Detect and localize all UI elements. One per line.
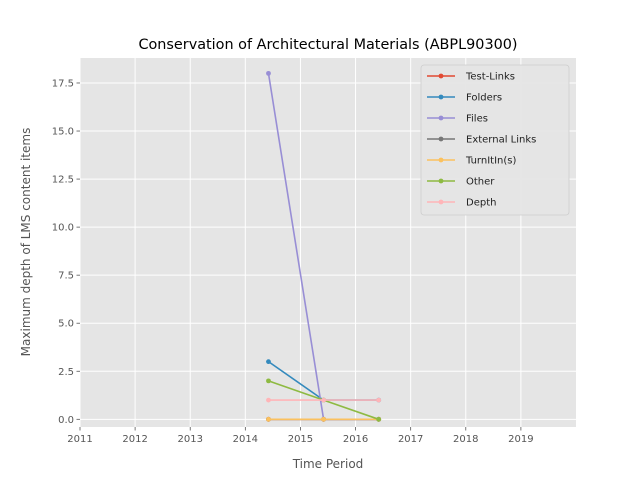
y-axis-label: Maximum depth of LMS content items — [19, 128, 33, 357]
legend-swatch-marker — [438, 136, 444, 142]
data-point — [376, 397, 382, 403]
legend-item: Depth — [427, 198, 496, 209]
x-tick-label: 2013 — [177, 434, 202, 445]
y-tick-label: 0.0 — [58, 415, 74, 426]
data-point — [376, 416, 382, 422]
chart-title: Conservation of Architectural Materials … — [138, 37, 517, 53]
legend-label: Depth — [466, 198, 496, 209]
legend-label: Files — [466, 114, 488, 125]
x-tick-label: 2015 — [288, 434, 313, 445]
legend-item: Folders — [427, 93, 502, 104]
legend-label: External Links — [466, 135, 536, 146]
x-tick-label: 2018 — [453, 434, 478, 445]
legend-item: Other — [427, 177, 495, 188]
x-tick-label: 2017 — [398, 434, 423, 445]
legend-swatch-marker — [438, 73, 444, 79]
x-tick-label: 2011 — [67, 434, 92, 445]
series-depth — [266, 397, 382, 403]
data-point — [321, 416, 326, 422]
data-point — [266, 397, 271, 403]
x-tick-label: 2019 — [508, 434, 533, 445]
x-tick-label: 2016 — [343, 434, 368, 445]
legend-box — [420, 64, 570, 216]
y-tick-label: 12.5 — [52, 175, 74, 186]
legend-item: Test-Links — [427, 72, 515, 83]
y-tick-label: 15.0 — [52, 127, 74, 138]
data-point — [266, 359, 271, 365]
legend-label: Folders — [466, 93, 502, 104]
x-axis-ticks: 2011 2012 2013 2014 2015 2016 2017 2018 2019 — [67, 427, 534, 445]
legend-label: Other — [466, 177, 495, 188]
y-tick-label: 7.5 — [58, 271, 74, 282]
data-point — [266, 70, 271, 76]
legend-swatch-marker — [438, 94, 444, 100]
y-tick-label: 5.0 — [58, 319, 74, 330]
legend-swatch-marker — [438, 157, 444, 163]
legend-label: Test-Links — [465, 72, 515, 83]
legend-swatch-marker — [438, 178, 444, 184]
legend-item: External Links — [427, 135, 536, 146]
x-tick-label: 2014 — [233, 434, 258, 445]
legend-label: TurnItIn(s) — [465, 156, 516, 167]
y-tick-label: 17.5 — [52, 78, 74, 89]
x-axis-label: Time Period — [292, 457, 364, 471]
data-point — [321, 397, 326, 403]
legend-item: Files — [427, 114, 488, 125]
legend-swatch-marker — [438, 115, 444, 121]
y-tick-label: 2.5 — [58, 367, 74, 378]
data-point — [266, 378, 271, 384]
legend: Test-Links Folders Files External Links Turn… — [420, 64, 570, 216]
data-point — [266, 416, 271, 422]
y-tick-label: 10.0 — [52, 223, 74, 234]
x-tick-label: 2012 — [122, 434, 147, 445]
legend-swatch-marker — [438, 199, 444, 205]
y-axis-ticks: 0.0 2.5 5.0 7.5 10.0 12.5 15.0 17.5 — [52, 78, 80, 426]
legend-item: TurnItIn(s) — [427, 156, 516, 167]
series-layer — [266, 70, 382, 422]
